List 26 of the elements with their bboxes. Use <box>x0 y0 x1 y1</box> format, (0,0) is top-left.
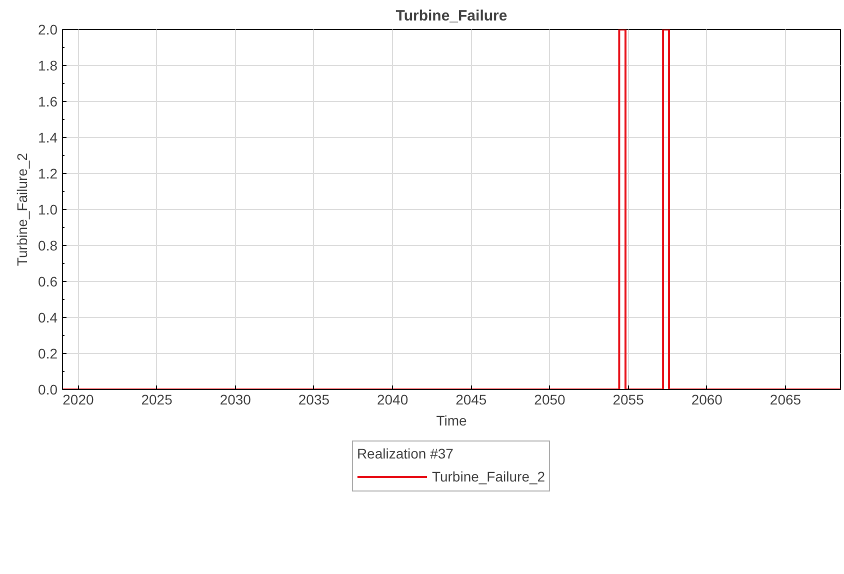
x-tick-label: 2045 <box>456 392 487 408</box>
chart-title: Turbine_Failure <box>396 8 508 24</box>
x-tick-label: 2050 <box>534 392 566 408</box>
y-tick-label: 1.8 <box>38 58 58 74</box>
y-tick-label: 0.2 <box>38 346 58 362</box>
x-tick-label: 2040 <box>376 392 408 408</box>
y-tick-label: 0.4 <box>38 310 58 326</box>
y-tick-label: 1.4 <box>38 130 58 146</box>
x-tick-label: 2020 <box>62 392 94 408</box>
y-tick-label: 1.6 <box>38 94 58 110</box>
x-tick-label: 2035 <box>298 392 330 408</box>
x-tick-label: 2060 <box>691 392 723 408</box>
y-axis-title: Turbine_Failure_2 <box>14 152 30 266</box>
y-tick-label: 0.6 <box>38 274 58 290</box>
x-tick-label: 2055 <box>612 392 644 408</box>
x-tick-label: 2065 <box>770 392 802 408</box>
y-tick-label: 2.0 <box>38 22 58 38</box>
y-tick-label: 0.0 <box>38 382 58 398</box>
legend-label: Turbine_Failure_2 <box>432 468 546 484</box>
x-tick-label: 2030 <box>220 392 252 408</box>
y-tick-label: 1.2 <box>38 166 58 182</box>
y-tick-label: 0.8 <box>38 238 58 254</box>
legend-title: Realization #37 <box>356 446 454 462</box>
x-axis-title: Time <box>436 412 468 428</box>
x-tick-label: 2025 <box>141 392 173 408</box>
y-tick-label: 1.0 <box>38 202 58 218</box>
